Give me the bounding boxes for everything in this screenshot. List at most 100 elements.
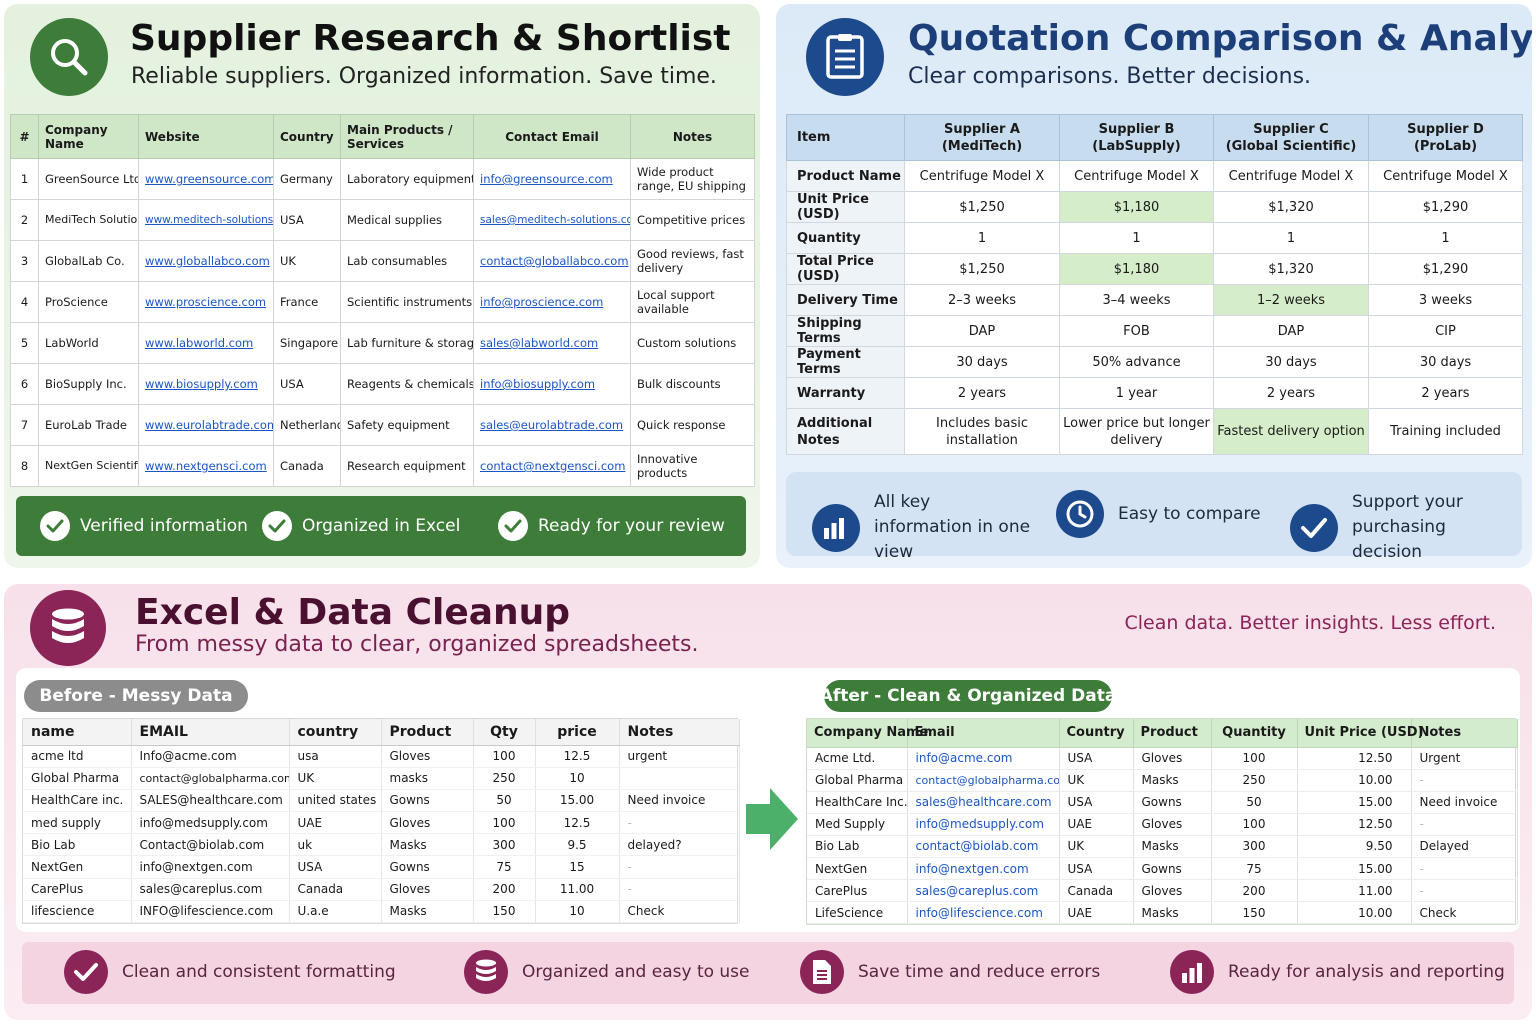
quotation-subtitle: Clear comparisons. Better decisions. <box>908 64 1312 89</box>
after-cell: CarePlus <box>807 879 908 903</box>
after-cell: Check <box>1411 901 1518 925</box>
before-cell: info@medsupply.com <box>131 811 290 835</box>
before-col-header: EMAIL <box>131 719 290 746</box>
after-cell: UK <box>1059 769 1134 792</box>
after-row: LifeScience info@lifescience.com UAE Masks 1… <box>807 901 1518 925</box>
check-icon <box>262 511 292 541</box>
supplier-company: (Global Scientific) <box>1225 138 1357 154</box>
quotation-cell: $1,180 <box>1059 191 1214 223</box>
after-cell: Canada <box>1059 879 1134 903</box>
supplier-col-header: Website <box>138 114 274 159</box>
email-link[interactable]: info@biosupply.com <box>473 363 631 405</box>
email-link[interactable]: info@proscience.com <box>473 281 631 323</box>
before-cell: lifescience <box>23 900 132 924</box>
supplier-name: Supplier C <box>1253 121 1329 137</box>
quotation-cell: 2 years <box>1368 377 1523 409</box>
quotation-cell: FOB <box>1059 315 1214 347</box>
row-label: Product Name <box>786 160 905 192</box>
after-cell: Gowns <box>1133 857 1212 881</box>
quotation-cell: DAP <box>1213 315 1369 347</box>
before-cell: 12.5 <box>535 745 620 768</box>
supplier-cell: NextGen Scientific <box>38 445 139 487</box>
after-cell: sales@healthcare.com <box>907 791 1060 814</box>
supplier-cell: 8 <box>10 445 39 487</box>
after-cell: Gloves <box>1133 813 1212 836</box>
after-cell: 75 <box>1211 857 1298 881</box>
before-col-header: Product <box>381 719 474 746</box>
after-cell: - <box>1411 769 1518 792</box>
supplier-col-header: Supplier C (Global Scientific) <box>1213 114 1369 161</box>
email-link[interactable]: contact@nextgensci.com <box>473 445 631 487</box>
after-cell: 50 <box>1211 791 1298 814</box>
supplier-title: Supplier Research & Shortlist <box>130 18 731 59</box>
feature-support-decision: Support your purchasing decision <box>1290 490 1520 565</box>
supplier-col-header: Supplier D (ProLab) <box>1368 114 1523 161</box>
email-link[interactable]: sales@meditech-solutions.com <box>473 199 631 241</box>
before-cell: 15 <box>535 855 620 879</box>
supplier-cell: Competitive prices <box>630 199 755 241</box>
before-cell: Contact@biolab.com <box>131 833 290 857</box>
email-link[interactable]: sales@eurolabtrade.com <box>473 404 631 446</box>
supplier-cell: Scientific instruments <box>340 281 474 323</box>
supplier-cell: ProScience <box>38 281 139 323</box>
quotation-cell: $1,290 <box>1368 253 1523 285</box>
quotation-cell: 1 <box>1059 222 1214 254</box>
supplier-cell: Local support available <box>630 281 755 323</box>
document-icon <box>800 950 844 994</box>
quotation-cell: 2 years <box>904 377 1060 409</box>
after-cell: 11.00 <box>1297 879 1412 903</box>
before-cell: Gloves <box>381 878 474 901</box>
before-cell: contact@globalpharma.com <box>131 767 290 790</box>
quotation-cell: 30 days <box>1368 346 1523 378</box>
quotation-row: Payment Terms 30 days 50% advance 30 days 30… <box>786 346 1523 378</box>
quotation-row: Delivery Time 2–3 weeks 3–4 weeks 1–2 weeks… <box>786 284 1523 316</box>
email-link[interactable]: contact@globallabco.com <box>473 240 631 282</box>
supplier-row: 6 BioSupply Inc. www.biosupply.com USA Reage… <box>10 363 755 405</box>
before-row: Global Pharma contact@globalpharma.com UK m… <box>23 767 740 790</box>
email-link[interactable]: sales@labworld.com <box>473 322 631 364</box>
website-link[interactable]: www.meditech-solutions.com <box>138 199 274 241</box>
supplier-cell: Wide product range, EU shipping <box>630 158 755 200</box>
supplier-cell: Innovative products <box>630 445 755 487</box>
before-cell: 10 <box>535 900 620 924</box>
row-label: Warranty <box>786 377 905 409</box>
before-cell: Masks <box>381 900 474 924</box>
before-row: acme ltd Info@acme.com usa Gloves 100 12.5 ur… <box>23 745 740 768</box>
supplier-cell: Singapore <box>273 322 341 364</box>
after-cell: Delayed <box>1411 835 1518 858</box>
supplier-cell: Bulk discounts <box>630 363 755 405</box>
quotation-table: Item Supplier A (MediTech) Supplier B (LabSu… <box>786 114 1523 455</box>
quotation-cell: 1 <box>904 222 1060 254</box>
after-cell: Gloves <box>1133 879 1212 903</box>
quotation-cell: $1,250 <box>904 191 1060 223</box>
supplier-cell: BioSupply Inc. <box>38 363 139 405</box>
website-link[interactable]: www.nextgensci.com <box>138 445 274 487</box>
supplier-col-header: Contact Email <box>473 114 631 159</box>
after-cell: USA <box>1059 791 1134 814</box>
website-link[interactable]: www.eurolabtrade.com <box>138 404 274 446</box>
before-cell: 250 <box>473 767 536 790</box>
supplier-col-header: Notes <box>630 114 755 159</box>
after-cell: Masks <box>1133 835 1212 858</box>
before-table-wrap: name EMAIL country Product Qty price Notes acm… <box>22 718 740 924</box>
website-link[interactable]: www.greensource.com <box>138 158 274 200</box>
check-icon <box>40 511 70 541</box>
email-link[interactable]: info@greensource.com <box>473 158 631 200</box>
before-cell: 200 <box>473 878 536 901</box>
website-link[interactable]: www.proscience.com <box>138 281 274 323</box>
website-link[interactable]: www.labworld.com <box>138 322 274 364</box>
after-cell: NextGen <box>807 857 908 881</box>
before-cell: 100 <box>473 811 536 835</box>
supplier-company: (ProLab) <box>1413 138 1478 154</box>
website-link[interactable]: www.biosupply.com <box>138 363 274 405</box>
supplier-row: 7 EuroLab Trade www.eurolabtrade.com Nether… <box>10 404 755 446</box>
before-cell: Need invoice <box>619 789 740 813</box>
before-cell: 10 <box>535 767 620 790</box>
website-link[interactable]: www.globallabco.com <box>138 240 274 282</box>
database-icon <box>464 950 508 994</box>
before-cell: Info@acme.com <box>131 745 290 768</box>
after-col-header: Company Name <box>807 719 928 748</box>
supplier-row: 4 ProScience www.proscience.com France Scien… <box>10 281 755 323</box>
supplier-name: Supplier D <box>1407 121 1484 137</box>
before-cell: USA <box>289 855 382 879</box>
